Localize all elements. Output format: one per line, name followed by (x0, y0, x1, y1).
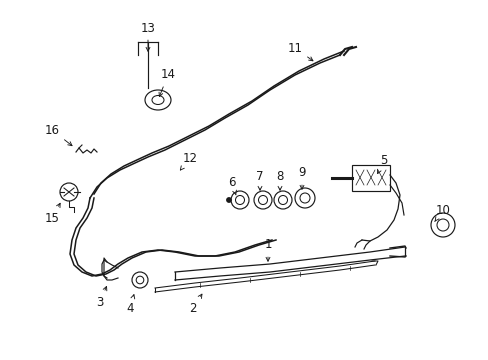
Circle shape (226, 198, 231, 202)
Text: 14: 14 (159, 68, 175, 96)
Text: 11: 11 (287, 41, 312, 61)
Text: 5: 5 (377, 153, 387, 174)
Text: 16: 16 (44, 123, 72, 146)
Text: 1: 1 (264, 238, 271, 261)
Text: 8: 8 (276, 170, 283, 190)
Text: 4: 4 (126, 294, 134, 315)
Text: 6: 6 (228, 176, 236, 195)
Text: 10: 10 (434, 203, 449, 221)
Text: 12: 12 (180, 152, 197, 170)
Text: 3: 3 (96, 287, 106, 309)
Bar (351, 165, 389, 191)
Text: 13: 13 (140, 22, 155, 51)
Text: 15: 15 (44, 203, 60, 225)
Text: 9: 9 (298, 166, 305, 189)
Text: 7: 7 (256, 170, 263, 190)
Text: 2: 2 (189, 294, 202, 315)
